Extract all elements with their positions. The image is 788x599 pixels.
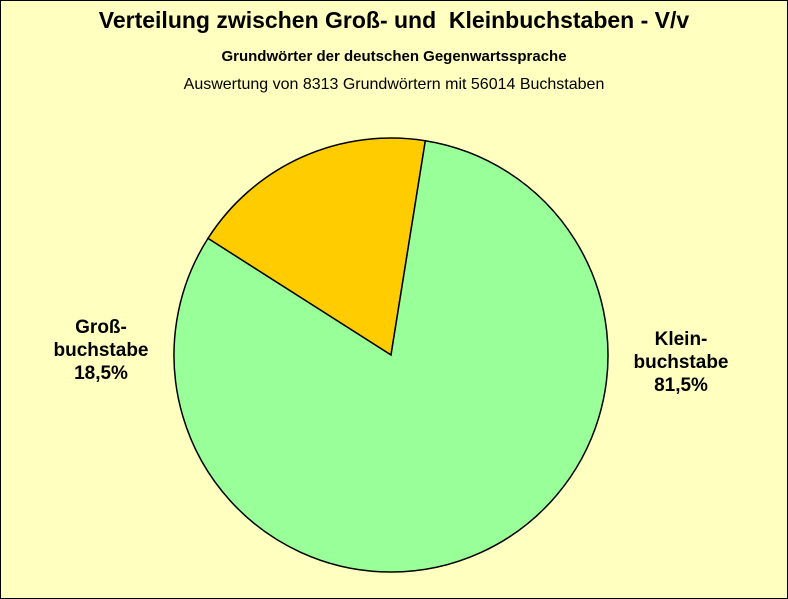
- slice-label-1: Klein-buchstabe 81,5%: [633, 329, 728, 396]
- slice-label-line-0-0: Groß-: [75, 317, 127, 338]
- slice-label-line-0-1: buchstabe: [53, 340, 148, 361]
- slice-label-line-1-1: buchstabe: [633, 352, 728, 373]
- chart-subtitle: Grundwörter der deutschen Gegenwartsspra…: [221, 48, 567, 65]
- slice-label-0: Groß-buchstabe 18,5%: [53, 317, 148, 384]
- slice-percent-0: 18,5%: [74, 363, 128, 384]
- pie-slice-0: [206, 137, 427, 357]
- pie-slice-1: [173, 139, 609, 573]
- slice-label-line-1-0: Klein-: [655, 329, 708, 350]
- chart-title: Verteilung zwischen Groß- und Kleinbuchs…: [98, 7, 690, 33]
- chart-subtitle-secondary: Auswertung von 8313 Grundwörtern mit 560…: [183, 76, 605, 93]
- slice-percent-1: 81,5%: [654, 375, 708, 396]
